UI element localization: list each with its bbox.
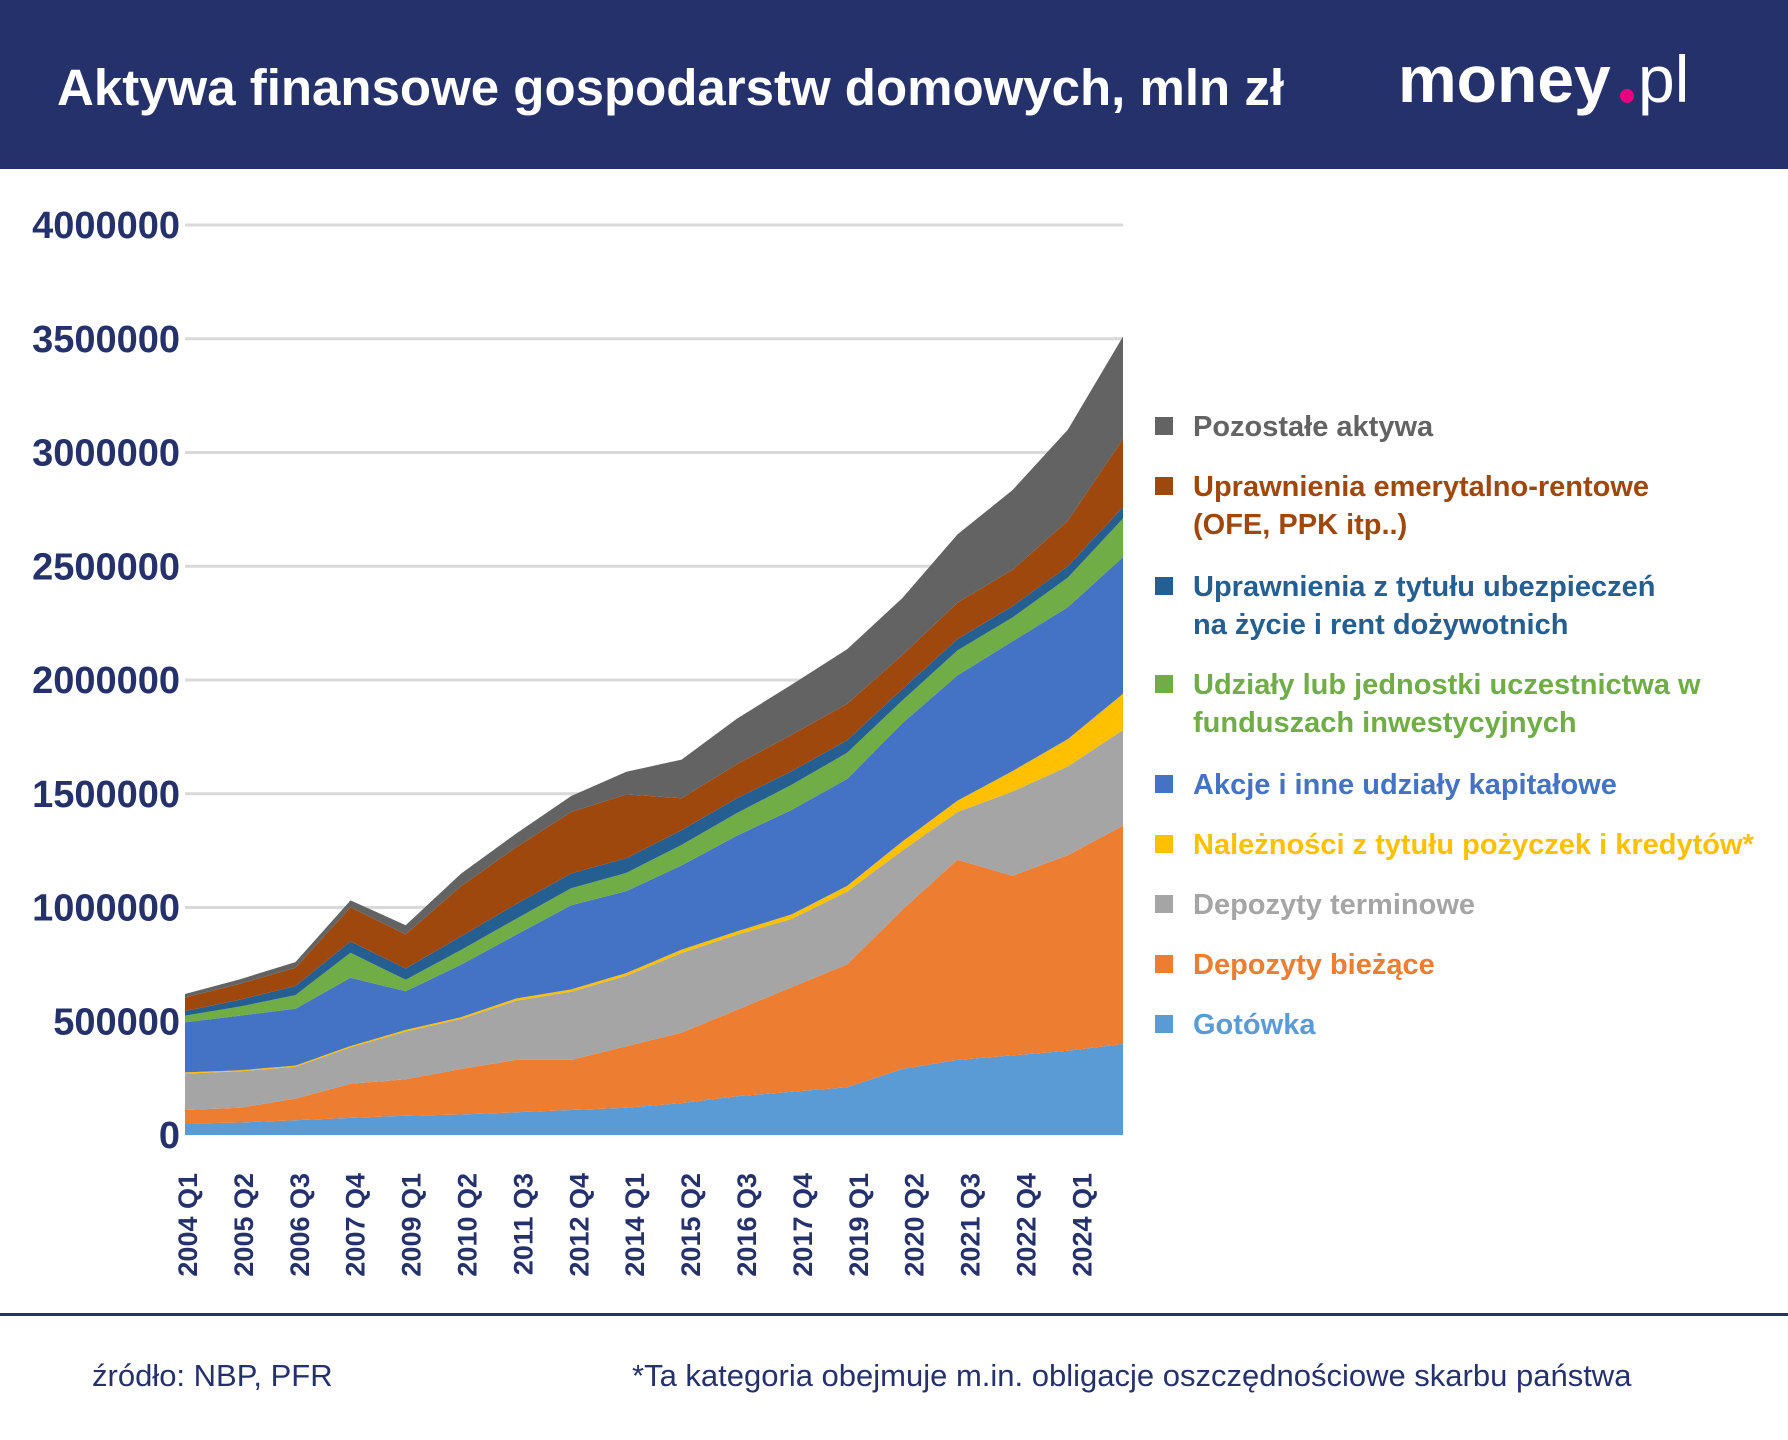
- money-pl-logo: money pl: [1398, 42, 1689, 116]
- legend-item: Uprawnienia emerytalno-rentowe (OFE, PPK…: [1155, 468, 1713, 544]
- footer-divider: [0, 1313, 1788, 1316]
- y-tick-label: 2000000: [32, 660, 180, 702]
- x-tick-label: 2019 Q1: [844, 1173, 874, 1277]
- legend-swatch: [1155, 1015, 1173, 1033]
- legend-item: Akcje i inne udziały kapitałowe: [1155, 766, 1617, 804]
- y-tick-label: 500000: [53, 1001, 180, 1043]
- y-tick-label: 3500000: [32, 319, 180, 361]
- x-tick-label: 2014 Q1: [620, 1173, 650, 1277]
- legend-label: Akcje i inne udziały kapitałowe: [1193, 769, 1617, 801]
- legend-swatch: [1155, 835, 1173, 853]
- legend-item: Udziały lub jednostki uczestnictwa w fun…: [1155, 666, 1713, 742]
- x-tick-label: 2024 Q1: [1067, 1173, 1097, 1277]
- legend-swatch: [1155, 955, 1173, 973]
- area-series-depozyty-bieżące: [185, 825, 1123, 1124]
- footnote: *Ta kategoria obejmuje m.in. obligacje o…: [632, 1358, 1632, 1393]
- x-tick-label: 2005 Q2: [229, 1173, 259, 1277]
- area-series-depozyty-terminowe: [185, 730, 1123, 1110]
- page-title: Aktywa finansowe gospodarstw domowych, m…: [57, 59, 1285, 116]
- x-tick-label: 2004 Q1: [173, 1173, 203, 1277]
- legend-item: Należności z tytułu pożyczek i kredytów*: [1155, 826, 1754, 864]
- area-series-akcje-i-inne-udziały-kapitałowe: [185, 557, 1123, 1073]
- y-tick-label: 1000000: [32, 888, 180, 930]
- x-tick-label: 2009 Q1: [397, 1173, 427, 1277]
- logo-dot-icon: [1620, 89, 1634, 103]
- x-tick-label: 2007 Q4: [341, 1173, 371, 1277]
- x-tick-label: 2015 Q2: [676, 1173, 706, 1277]
- x-tick-label: 2020 Q2: [900, 1173, 930, 1277]
- legend-label: Należności z tytułu pożyczek i kredytów*: [1193, 829, 1754, 861]
- legend-swatch: [1155, 895, 1173, 913]
- x-tick-label: 2011 Q3: [508, 1173, 538, 1275]
- x-tick-label: 2010 Q2: [453, 1173, 483, 1277]
- x-tick-label: 2021 Q3: [956, 1173, 986, 1277]
- legend-label: Depozyty terminowe: [1193, 889, 1475, 921]
- legend-label: Uprawnienia z tytułu ubezpieczeń na życi…: [1193, 571, 1656, 641]
- logo-text-suffix: pl: [1638, 42, 1689, 116]
- area-series-gotówka: [185, 1044, 1123, 1135]
- x-tick-label: 2022 Q4: [1012, 1173, 1042, 1277]
- legend-label: Uprawnienia emerytalno-rentowe (OFE, PPK…: [1193, 471, 1650, 541]
- legend-item: Uprawnienia z tytułu ubezpieczeń na życi…: [1155, 568, 1693, 644]
- legend-item: Pozostałe aktywa: [1155, 408, 1433, 446]
- legend-swatch: [1155, 417, 1173, 435]
- legend-label: Depozyty bieżące: [1193, 949, 1435, 981]
- legend-swatch: [1155, 675, 1173, 693]
- x-tick-label: 2012 Q4: [564, 1173, 594, 1277]
- y-tick-label: 0: [159, 1115, 180, 1157]
- source-note: źródło: NBP, PFR: [92, 1358, 333, 1393]
- legend-swatch: [1155, 477, 1173, 495]
- legend-swatch: [1155, 577, 1173, 595]
- y-tick-label: 1500000: [32, 774, 180, 816]
- x-tick-label: 2016 Q3: [732, 1173, 762, 1277]
- x-tick-label: 2006 Q3: [285, 1173, 315, 1277]
- y-tick-label: 4000000: [32, 205, 180, 247]
- legend-label: Pozostałe aktywa: [1193, 411, 1434, 443]
- x-tick-label: 2017 Q4: [788, 1173, 818, 1277]
- legend-item: Gotówka: [1155, 1006, 1315, 1044]
- legend-label: Gotówka: [1193, 1009, 1316, 1041]
- y-tick-label: 3000000: [32, 433, 180, 475]
- legend-swatch: [1155, 775, 1173, 793]
- y-tick-label: 2500000: [32, 546, 180, 588]
- stacked-area-chart: 0 500000 1000000 1500000 2000000 2500000 30000…: [32, 205, 1123, 1277]
- legend-item: Depozyty terminowe: [1155, 886, 1475, 924]
- header-bar: [0, 0, 1788, 169]
- logo-text-main: money: [1398, 42, 1611, 116]
- legend-label: Udziały lub jednostki uczestnictwa w fun…: [1193, 669, 1701, 739]
- legend-item: Depozyty bieżące: [1155, 946, 1435, 984]
